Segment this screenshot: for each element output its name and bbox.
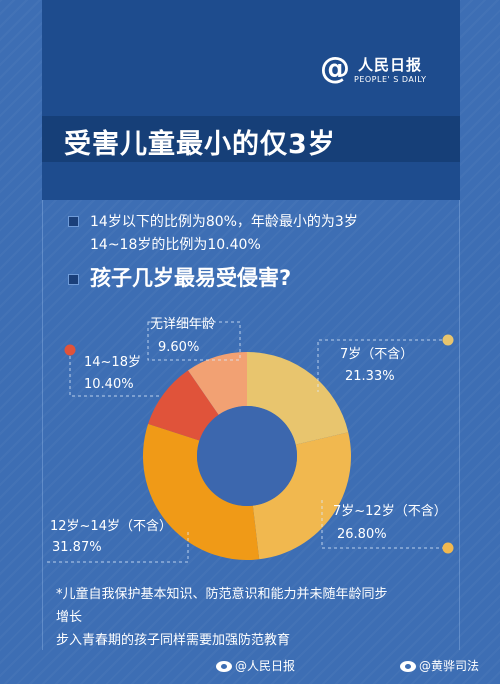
- question-heading: 孩子几岁最易受侵害?: [90, 266, 292, 290]
- header-band: [42, 0, 460, 200]
- weibo-icon: [216, 661, 232, 672]
- content-frame: [42, 0, 460, 650]
- label-7to12-value: 26.80%: [337, 527, 387, 542]
- label-under7-category: 7岁（不含）: [340, 346, 413, 362]
- age-donut-chart: 7岁（不含） 21.33% 7岁~12岁（不含） 26.80% 12岁~14岁（…: [46, 317, 454, 563]
- slice-14-to-18: [148, 370, 219, 441]
- slice-7-to-12: [252, 432, 351, 560]
- leader-7-to-12-dot: [442, 542, 454, 554]
- logo-name: 人民日报: [358, 56, 423, 74]
- label-14to18-category: 14~18岁: [84, 355, 141, 370]
- weibo-icon: [400, 661, 416, 672]
- leader-12-to-14: [46, 532, 189, 563]
- title-bar: [42, 116, 460, 162]
- peoples-daily-logo: @ 人民日报 PEOPLE' S DAILY: [320, 52, 430, 92]
- leader-under-7-dot: [442, 334, 454, 346]
- footnote-line-1: *儿童自我保护基本知识、防范意识和能力并未随年龄同步: [56, 587, 388, 602]
- bullet-square-icon: [68, 216, 79, 227]
- footer-weibo-huanghua[interactable]: @黄骅司法: [400, 657, 479, 674]
- footer-weibo-peoples-daily[interactable]: @人民日报: [216, 657, 295, 674]
- info-line-2: 14~18岁的比例为10.40%: [90, 237, 261, 253]
- leader-7-to-12: [321, 500, 448, 549]
- info-line-1: 14岁以下的比例为80%，年龄最小的为3岁: [90, 214, 358, 230]
- leader-unknown-age: [147, 321, 241, 361]
- slice-unknown-age: [188, 352, 247, 415]
- label-7to12-category: 7岁~12岁（不含）: [333, 503, 447, 519]
- footer-right-text: @黄骅司法: [419, 659, 480, 673]
- leader-14-to-18-dot: [64, 344, 76, 356]
- page-title: 受害儿童最小的仅3岁: [64, 129, 336, 160]
- label-14to18-value: 10.40%: [84, 377, 134, 392]
- label-unknown-category: 无详细年龄: [150, 317, 215, 332]
- slice-12-to-14: [142, 423, 260, 560]
- at-logo-icon: @: [320, 51, 350, 86]
- footer-left-text: @人民日报: [235, 659, 296, 673]
- label-unknown-value: 9.60%: [158, 340, 199, 355]
- footnote-line-2: 增长: [56, 610, 83, 625]
- slice-under-7: [247, 352, 349, 445]
- donut-slices: [142, 352, 351, 560]
- label-12to14-value: 31.87%: [52, 540, 102, 555]
- leader-under-7: [317, 339, 448, 392]
- logo-subtitle: PEOPLE' S DAILY: [354, 75, 427, 84]
- label-under7-value: 21.33%: [345, 369, 395, 384]
- question-bullet-icon: [68, 274, 79, 285]
- leader-lines: [46, 321, 454, 563]
- label-12to14-category: 12岁~14岁（不含）: [50, 518, 172, 534]
- footnote-line-3: 步入青春期的孩子同样需要加强防范教育: [56, 633, 291, 648]
- donut-center: [197, 406, 297, 506]
